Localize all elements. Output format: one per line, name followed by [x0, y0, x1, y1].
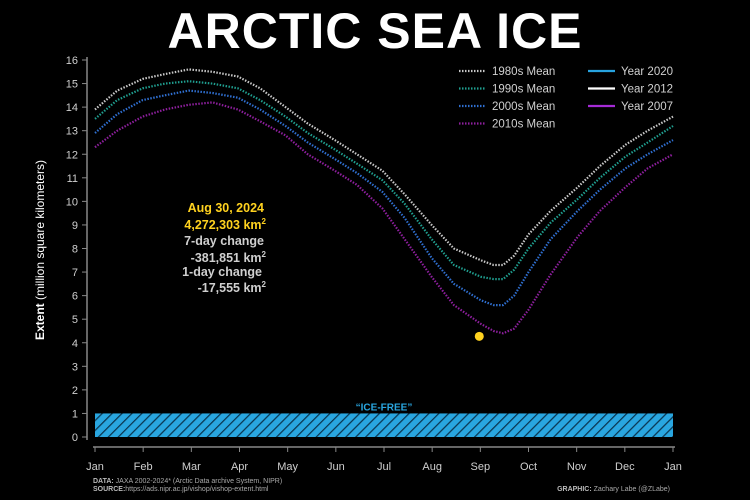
y-tick-label: 2	[72, 385, 78, 397]
x-tick-label: Nov	[567, 461, 587, 473]
credits-graphic: GRAPHIC: Zachary Labe (@ZLabe)	[557, 486, 670, 493]
x-tick-label: Jun	[327, 461, 345, 473]
y-tick-label: 3	[72, 361, 78, 373]
annotation-value: 4,272,303 km2	[184, 217, 266, 232]
y-tick-label: 14	[66, 102, 78, 114]
legend-label: Year 2007	[621, 101, 673, 113]
y-axis-label: Extent (million square kilometers)	[33, 160, 47, 340]
y-tick-label: 0	[72, 432, 78, 444]
x-tick-label: Dec	[615, 461, 635, 473]
superscript: 2	[262, 280, 267, 289]
x-tick-label: Apr	[231, 461, 248, 473]
y-tick-label: 8	[72, 244, 78, 256]
y-axis-label-unit: (million square kilometers)	[33, 160, 47, 303]
x-tick-label: Jul	[377, 461, 391, 473]
y-tick-label: 15	[66, 79, 78, 91]
annotation-7day-value: -381,851 km2	[191, 250, 267, 265]
x-tick-label: Sep	[471, 461, 491, 473]
superscript: 2	[262, 217, 267, 226]
y-tick-label: 7	[72, 267, 78, 279]
current-value-point	[474, 331, 484, 341]
credits-source: DATA: JAXA 2002-2024* (Arctic Data archi…	[93, 478, 282, 494]
y-tick-label: 16	[66, 55, 78, 67]
x-tick-label: Jan	[86, 461, 104, 473]
legend-label: Year 2020	[621, 66, 673, 78]
y-axis-label-bold: Extent	[33, 303, 47, 340]
x-tick-label: Jan	[664, 461, 682, 473]
graphic-label: GRAPHIC:	[557, 486, 592, 493]
x-tick-label: Mar	[182, 461, 201, 473]
y-tick-label: 12	[66, 149, 78, 161]
legend-label: 1990s Mean	[492, 84, 555, 96]
annotation-1day-label: 1-day change	[182, 265, 262, 279]
legend-label: 2010s Mean	[492, 119, 555, 131]
superscript: 2	[262, 250, 267, 259]
x-tick-label: May	[277, 461, 298, 473]
source-label: SOURCE:	[93, 486, 126, 493]
data-label: DATA:	[93, 478, 114, 485]
page-title: ARCTIC SEA ICE	[167, 3, 583, 59]
y-tick-label: 10	[66, 196, 78, 208]
x-tick-label: Aug	[422, 461, 442, 473]
legend-label: Year 2012	[621, 84, 673, 96]
legend-label: 2000s Mean	[492, 101, 555, 113]
annotation-7day-label: 7-day change	[184, 234, 264, 248]
y-tick-label: 5	[72, 314, 78, 326]
graphic-text: Zachary Labe (@ZLabe)	[591, 486, 670, 493]
x-tick-label: Feb	[134, 461, 153, 473]
source-text: https://ads.nipr.ac.jp/vishop/vishop-ext…	[125, 486, 269, 493]
y-tick-label: 1	[72, 408, 78, 420]
ice-free-band	[95, 413, 673, 437]
series-line	[94, 68, 674, 267]
y-tick-label: 9	[72, 220, 78, 232]
annotation-date: Aug 30, 2024	[188, 201, 264, 215]
series-line	[94, 101, 674, 335]
y-tick-label: 6	[72, 291, 78, 303]
series-line	[94, 89, 674, 307]
legend-label: 1980s Mean	[492, 66, 555, 78]
x-tick-label: Oct	[520, 461, 537, 473]
y-tick-label: 13	[66, 126, 78, 138]
y-tick-label: 11	[67, 173, 78, 185]
ice-free-label: “ICE-FREE”	[356, 402, 413, 413]
annotation-1day-value: -17,555 km2	[198, 280, 267, 295]
y-tick-label: 4	[72, 338, 78, 350]
data-text: JAXA 2002-2024* (Arctic Data archive Sys…	[113, 478, 283, 485]
series-line	[94, 80, 674, 281]
